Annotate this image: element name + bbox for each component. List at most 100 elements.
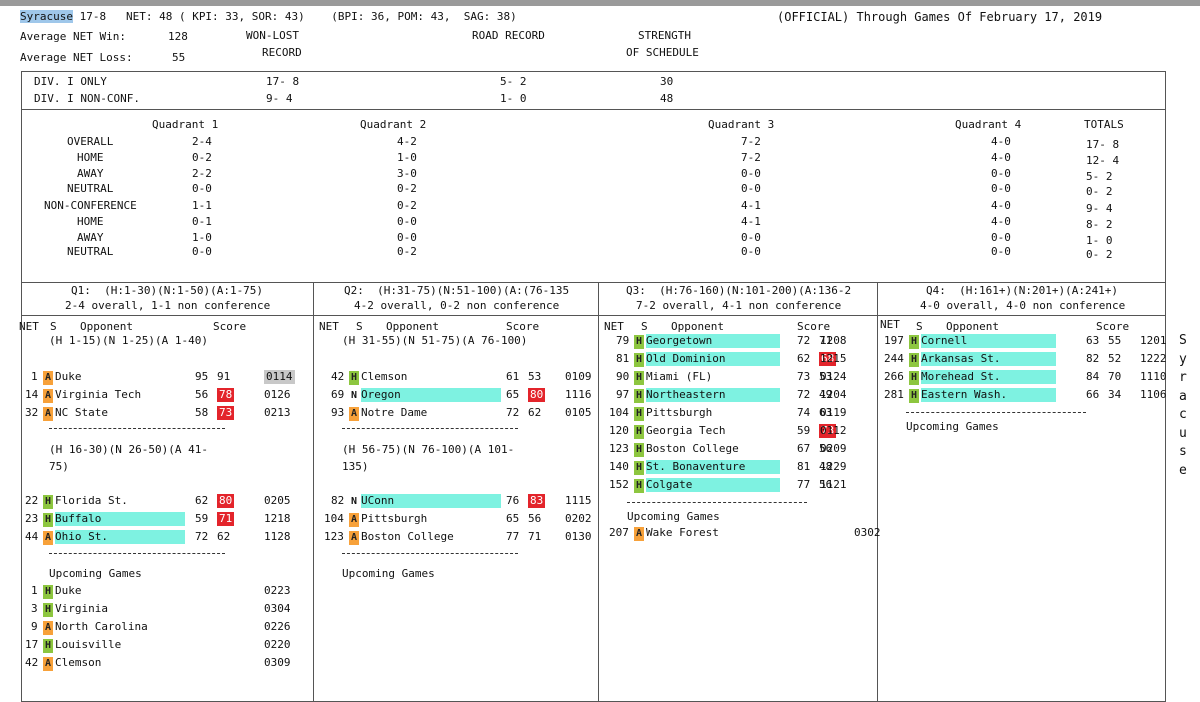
game-net: 120 [609,424,629,437]
site-badge: H [634,389,644,403]
opponent-name[interactable]: Notre Dame [361,406,428,419]
opponent-name[interactable]: UConn [361,494,501,508]
game-date: 0304 [264,602,291,615]
game-opponent-cell: H Cornell [909,334,1056,349]
quad-row-label: AWAY [77,231,104,244]
opponent-name[interactable]: Clemson [361,370,408,383]
opponent-name[interactable]: Old Dominion [646,352,780,366]
opponent-name[interactable]: St. Bonaventure [646,460,780,474]
score-opp: 73 [819,424,837,438]
game-opponent-cell: N Oregon [349,388,501,403]
opponent-name[interactable]: Miami (FL) [646,370,713,383]
opponent-name[interactable]: Duke [55,370,82,383]
panel-title: Q4: (H:161+)(N:201+)(A:241+) [926,284,1119,297]
upcoming-label: Upcoming Games [342,567,435,580]
score-opp: 80 [217,494,235,508]
score-opp: 73 [217,406,235,420]
game-opponent-cell: H Morehead St. [909,370,1056,385]
opponent-name[interactable]: Georgetown [646,334,780,348]
opponent-name[interactable]: Boston College [361,530,454,543]
opponent-name[interactable]: Northeastern [646,388,780,402]
game-net: 82 [331,494,345,507]
opponent-name[interactable]: Eastern Wash. [921,388,1056,402]
game-date: 0309 [264,656,291,669]
score-team: 81 [797,460,811,473]
site-badge: H [634,425,644,439]
quadrant-header: TOTALS [1084,118,1124,131]
opponent-name[interactable]: Buffalo [55,512,185,526]
game-net: 90 [616,370,630,383]
score-team: 72 [506,406,520,419]
opponent-name[interactable]: Duke [55,584,82,597]
opponent-name[interactable]: NC State [55,406,108,419]
game-date: 0126 [264,388,291,401]
opponent-name[interactable]: Ohio St. [55,530,185,544]
opponent-name[interactable]: Cornell [921,334,1056,348]
score-team: 76 [506,494,520,507]
game-opponent-cell: A North Carolina [43,620,148,635]
game-net: 123 [324,530,344,543]
official-date: (OFFICIAL) Through Games Of February 17,… [777,10,1103,24]
team-ratings: 17-8 NET: 48 ( KPI: 33, SOR: 43) (BPI: 3… [72,10,517,23]
quad-cell: 0-0 [741,245,761,258]
col-sos2: OF SCHEDULE [626,46,699,59]
panel-sep-2 [598,282,599,702]
quad-cell: 0-0 [991,182,1011,195]
div-row-road: 5- 2 [500,75,527,88]
quadrant-header: Quadrant 1 [152,118,219,131]
tier-range: (H 16-30)(N 26-50)(A 41- [49,443,208,456]
game-opponent-cell: H Florida St. [43,494,128,509]
game-date: 1215 [820,352,847,365]
col-s: S [50,320,57,333]
site-badge: H [634,479,644,493]
opponent-name[interactable]: Pittsburgh [646,406,713,419]
site-badge: N [350,496,358,507]
score-opp: 56 [819,478,833,491]
game-net: 1 [31,370,38,383]
opponent-name[interactable]: Oregon [361,388,501,402]
score-team: 77 [506,530,520,543]
game-date: 1201 [1140,334,1167,347]
quad-cell: 0-0 [741,167,761,180]
opponent-name[interactable]: Louisville [55,638,122,651]
opponent-name[interactable]: North Carolina [55,620,148,633]
opponent-name[interactable]: Virginia [55,602,108,615]
score-team: 56 [195,388,209,401]
opponent-name[interactable]: Georgia Tech [646,424,726,437]
game-net: 32 [25,406,39,419]
site-badge: A [349,407,359,421]
col-opponent: Opponent [671,320,724,333]
opponent-name[interactable]: Morehead St. [921,370,1056,384]
opponent-name[interactable]: Florida St. [55,494,128,507]
quad-row-label: HOME [77,215,104,228]
site-badge: H [43,513,53,527]
game-date: 1116 [565,388,592,401]
game-opponent-cell: A Boston College [349,530,454,545]
opponent-name[interactable]: Pittsburgh [361,512,428,525]
game-date: 1110 [1140,370,1167,383]
opponent-name[interactable]: Arkansas St. [921,352,1056,366]
panel-subtitle: 2-4 overall, 1-1 non conference [65,299,271,312]
opponent-name[interactable]: Virginia Tech [55,388,142,401]
opponent-name[interactable]: Boston College [646,442,739,455]
quad-cell: 0-0 [991,245,1011,258]
avg-loss-label: Average NET Loss: [20,51,133,64]
opponent-name[interactable]: Clemson [55,656,102,669]
opponent-name[interactable]: Colgate [646,478,780,492]
col-opponent: Opponent [386,320,439,333]
game-net: 42 [25,656,39,669]
game-date: 1208 [820,334,847,347]
col-score: Score [1096,320,1130,333]
avg-win-value: 128 [168,30,188,43]
score-team: 59 [797,424,811,437]
game-net: 266 [884,370,904,383]
game-date: 0114 [264,370,295,384]
dashed-separator [49,553,225,554]
game-opponent-cell: H Virginia [43,602,108,617]
game-net: 23 [25,512,39,525]
col-sos: STRENGTH [638,29,691,42]
quad-cell: 0-0 [991,167,1011,180]
game-opponent-cell: A Pittsburgh [349,512,427,527]
opponent-name[interactable]: Wake Forest [646,526,719,539]
score-team: 59 [195,512,209,525]
